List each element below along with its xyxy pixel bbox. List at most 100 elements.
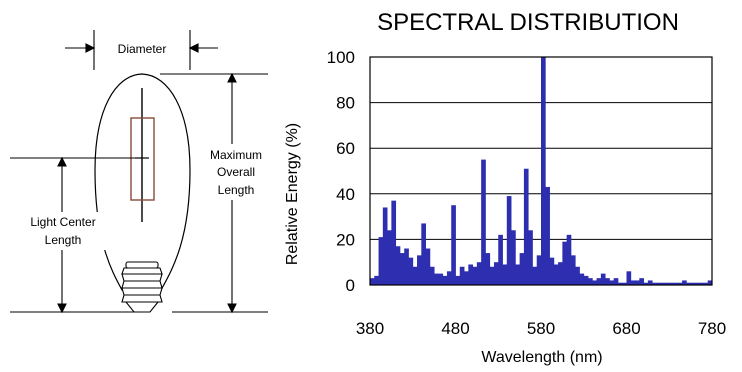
bar-680 xyxy=(626,271,632,285)
bar-555 xyxy=(519,253,525,285)
plot-frame xyxy=(369,56,713,286)
bar-670 xyxy=(617,282,623,285)
max-length-label-2: Overall xyxy=(217,165,255,179)
bar-700 xyxy=(643,282,649,285)
lamp-dimension-diagram: Diameter Maximum Overall Length Light Ce… xyxy=(10,30,268,314)
bar-460 xyxy=(438,273,444,285)
bar-650 xyxy=(600,273,606,285)
bar-710 xyxy=(652,282,657,285)
bar-435 xyxy=(417,255,422,285)
bar-395 xyxy=(382,207,388,285)
lamp-base xyxy=(121,261,163,313)
bar-470 xyxy=(446,271,452,285)
bar-545 xyxy=(511,230,516,285)
bar-430 xyxy=(412,266,418,285)
chart-title: SPECTRAL DISTRIBUTION xyxy=(377,9,679,36)
x-axis-label: Wavelength (nm) xyxy=(481,349,602,366)
y-tick-0: 0 xyxy=(346,276,355,295)
y-tick-20: 20 xyxy=(336,230,355,249)
bar-440 xyxy=(421,223,426,285)
bar-590 xyxy=(549,257,555,285)
bar-625 xyxy=(579,273,585,285)
y-tick-80: 80 xyxy=(336,94,355,113)
bar-770 xyxy=(703,282,709,285)
bar-640 xyxy=(592,280,597,285)
bar-540 xyxy=(506,196,512,285)
bar-550 xyxy=(515,264,521,285)
bar-500 xyxy=(472,266,478,285)
bar-750 xyxy=(686,282,692,285)
bar-400 xyxy=(387,230,392,285)
bar-630 xyxy=(583,275,589,285)
bar-690 xyxy=(635,280,640,285)
lcl-label-1: Light Center xyxy=(30,215,95,229)
bar-635 xyxy=(588,278,593,285)
bar-715 xyxy=(656,282,662,285)
bar-535 xyxy=(502,264,508,285)
bar-755 xyxy=(690,282,696,285)
bar-665 xyxy=(613,278,619,285)
bar-405 xyxy=(391,200,397,285)
chart-bars xyxy=(370,57,713,285)
bar-660 xyxy=(609,280,615,285)
bar-605 xyxy=(562,241,568,285)
x-tick-680: 680 xyxy=(612,319,640,338)
max-length-label-3: Length xyxy=(218,183,255,197)
bar-645 xyxy=(596,278,602,285)
chart-tick-labels: 0 20 40 60 80 100 380 480 580 680 780 xyxy=(327,48,727,338)
bar-520 xyxy=(489,266,495,285)
bar-600 xyxy=(558,262,563,285)
bar-420 xyxy=(404,248,409,285)
bar-575 xyxy=(536,255,542,285)
bar-495 xyxy=(468,264,473,285)
bar-385 xyxy=(374,275,379,285)
bar-570 xyxy=(532,266,538,285)
bar-595 xyxy=(553,264,559,285)
bar-725 xyxy=(664,282,670,285)
y-tick-40: 40 xyxy=(336,185,355,204)
bar-485 xyxy=(459,266,465,285)
bar-510 xyxy=(481,159,486,285)
bar-425 xyxy=(408,257,414,285)
bar-705 xyxy=(647,280,653,285)
bar-720 xyxy=(660,282,666,285)
lcl-label-2: Length xyxy=(45,233,82,247)
bar-610 xyxy=(566,234,572,285)
bar-380 xyxy=(370,278,375,285)
bar-580 xyxy=(541,57,546,285)
bar-515 xyxy=(485,253,491,285)
bar-560 xyxy=(523,168,529,285)
bar-475 xyxy=(451,205,456,285)
bar-685 xyxy=(630,280,636,285)
chart-axes xyxy=(369,56,713,286)
bar-585 xyxy=(545,186,550,285)
bar-565 xyxy=(528,230,533,285)
bar-530 xyxy=(498,234,503,285)
bar-675 xyxy=(622,282,627,285)
bar-745 xyxy=(682,280,687,285)
y-tick-100: 100 xyxy=(327,48,355,67)
x-tick-380: 380 xyxy=(356,319,384,338)
bar-695 xyxy=(639,278,644,285)
bar-615 xyxy=(570,255,576,285)
bar-505 xyxy=(476,262,482,285)
bar-415 xyxy=(399,253,405,285)
bar-490 xyxy=(464,271,469,285)
bar-620 xyxy=(575,266,580,285)
y-axis-label: Relative Energy (%) xyxy=(284,123,301,265)
bar-525 xyxy=(493,262,499,285)
x-tick-580: 580 xyxy=(527,319,555,338)
x-tick-480: 480 xyxy=(441,319,469,338)
bar-465 xyxy=(442,275,448,285)
bar-410 xyxy=(395,246,401,285)
arc-tube xyxy=(130,117,155,201)
bar-740 xyxy=(677,282,683,285)
bar-775 xyxy=(707,280,713,285)
bar-390 xyxy=(378,237,384,285)
max-length-label-1: Maximum xyxy=(210,148,262,162)
y-tick-60: 60 xyxy=(336,139,355,158)
bar-760 xyxy=(694,282,700,285)
x-tick-780: 780 xyxy=(698,319,726,338)
bar-655 xyxy=(605,278,610,285)
